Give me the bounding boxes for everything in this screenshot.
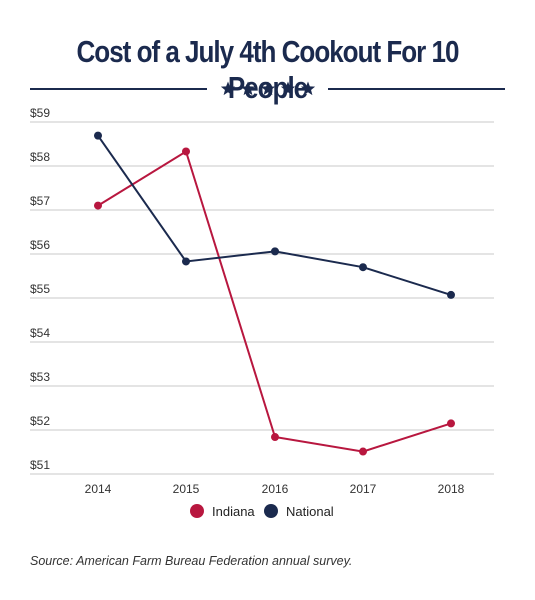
star-icon-3 [260, 81, 276, 96]
y-tick-label: $57 [30, 194, 50, 208]
y-tick-label: $55 [30, 282, 50, 296]
legend-marker-national [264, 504, 278, 518]
star-icon-4 [280, 81, 296, 96]
y-tick-label: $52 [30, 414, 50, 428]
y-tick-label: $53 [30, 370, 50, 384]
national-line [97, 135, 452, 296]
indiana-point [182, 147, 190, 156]
x-tick-label: 2017 [350, 482, 377, 496]
x-tick-label: 2018 [438, 482, 465, 496]
indiana-point [447, 419, 455, 428]
indiana-point [94, 201, 102, 210]
source-note: Source: American Farm Bureau Federation … [30, 554, 353, 568]
y-tick-label: $51 [30, 458, 50, 472]
series-lines [94, 131, 455, 456]
y-tick-label: $59 [30, 106, 50, 120]
national-point [182, 257, 190, 266]
y-tick-label: $54 [30, 326, 50, 340]
grid-lines [30, 121, 494, 475]
y-tick-label: $58 [30, 150, 50, 164]
series-national [94, 131, 455, 299]
legend-marker-indiana [190, 504, 204, 518]
indiana-point [271, 433, 279, 442]
national-point [359, 263, 367, 272]
national-point [94, 131, 102, 140]
star-icon-1 [220, 81, 236, 96]
legend-label-indiana: Indiana [212, 504, 255, 519]
stars-icon [220, 81, 316, 96]
y-tick-label: $56 [30, 238, 50, 252]
indiana-line [97, 149, 452, 453]
legend-label-national: National [286, 504, 334, 519]
y-axis-ticks: $59 $58 $57 $56 $55 $54 $53 $52 $51 [30, 106, 50, 472]
title-divider [30, 81, 505, 96]
star-icon-2 [240, 81, 256, 96]
national-point [271, 247, 279, 256]
indiana-point [359, 447, 367, 456]
national-point [447, 290, 455, 299]
legend-item-indiana: Indiana [190, 504, 255, 519]
x-axis-ticks: 2014 2015 2016 2017 2018 [85, 482, 465, 496]
star-icon-5 [300, 81, 316, 96]
legend: Indiana National [190, 504, 334, 519]
x-tick-label: 2014 [85, 482, 112, 496]
x-tick-label: 2015 [173, 482, 200, 496]
legend-item-national: National [264, 504, 334, 519]
x-tick-label: 2016 [262, 482, 289, 496]
series-indiana [94, 147, 455, 456]
